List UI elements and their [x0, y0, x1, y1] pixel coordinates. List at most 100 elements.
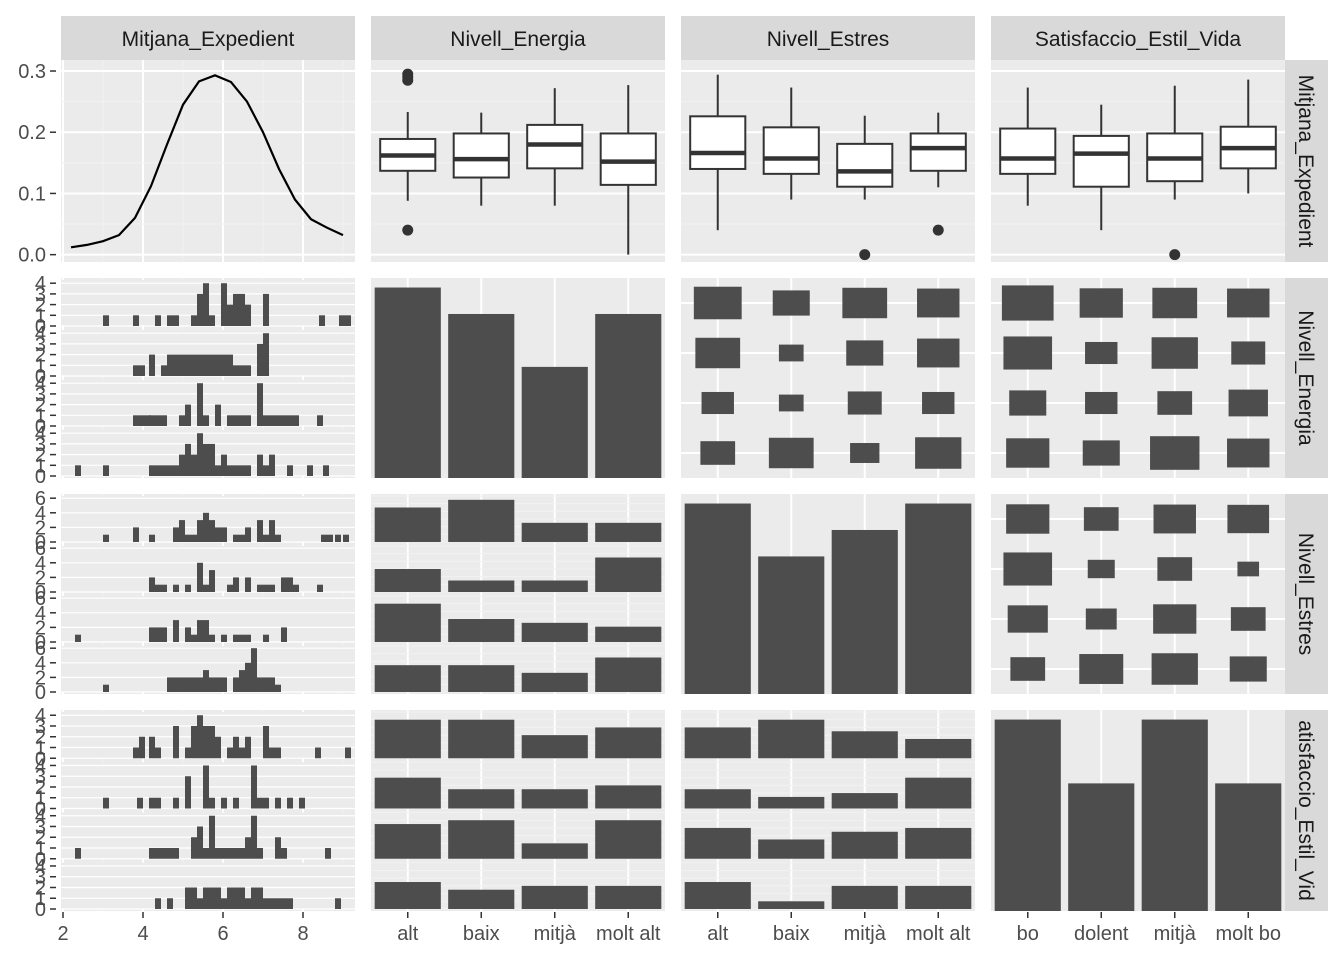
facet-bar-Nivell_Estres-baix-alt	[374, 569, 441, 592]
x-tick-label: baix	[773, 923, 810, 945]
hist-bar-Satisfaccio_Estil_Vida-molt bo	[281, 898, 287, 909]
hist-tick-label: 6	[35, 638, 46, 660]
hist-bar-Nivell_Estres-mitjà	[245, 634, 251, 642]
facet-bar-Satisfaccio_Estil_Vida-bo-molt alt	[905, 738, 972, 759]
hist-bar-Satisfaccio_Estil_Vida-molt bo	[203, 887, 209, 909]
hist-tick-label: 2	[35, 517, 46, 539]
facet-bar-Satisfaccio_Estil_Vida-mitjà-molt alt	[595, 820, 662, 859]
hist-tick-label: 2	[35, 777, 46, 799]
hist-tick-label: 3	[35, 334, 46, 356]
box-Nivell_Energia-molt alt	[599, 132, 657, 186]
count-bar-Satisfaccio_Estil_Vida-molt bo	[1215, 783, 1282, 911]
mosaic-tile-Nivell_Energia-alt-Satisfaccio_Estil_Vida-dolent	[1079, 288, 1123, 318]
hist-tick-label: 2	[35, 295, 46, 317]
count-bar-Nivell_Energia-baix	[448, 313, 515, 478]
hist-tick-label: 0	[35, 799, 46, 821]
hist-bar-Nivell_Energia-alt	[239, 293, 245, 326]
hist-bar-Nivell_Energia-alt	[209, 315, 215, 326]
facet-bar-Nivell_Estres-mitjà-alt	[374, 603, 441, 642]
hist-bar-Nivell_Estres-molt alt	[245, 662, 251, 692]
hist-bar-Nivell_Estres-baix	[263, 584, 269, 592]
hist-bar-Nivell_Estres-alt	[327, 534, 333, 542]
hist-bar-Satisfaccio_Estil_Vida-mitjà	[221, 847, 227, 859]
box-Satisfaccio_Estil_Vida-dolent	[1072, 134, 1130, 188]
hist-bar-Satisfaccio_Estil_Vida-mitjà	[173, 847, 179, 859]
hist-bar-Nivell_Energia-molt alt	[161, 465, 167, 476]
x-tick-label: molt alt	[906, 923, 971, 945]
hist-tick-label: 4	[35, 755, 46, 777]
hist-bar-Satisfaccio_Estil_Vida-dolent	[209, 797, 215, 809]
column-strip-0	[61, 16, 355, 60]
hist-bar-Nivell_Estres-baix	[197, 562, 203, 592]
hist-bar-Nivell_Estres-mitjà	[191, 634, 197, 642]
hist-bar-Satisfaccio_Estil_Vida-molt bo	[209, 887, 215, 909]
mosaic-tile-Nivell_Energia-alt-Satisfaccio_Estil_Vida-mitjà	[1152, 287, 1198, 319]
hist-bar-Satisfaccio_Estil_Vida-bo	[209, 725, 215, 759]
x-tick-label: 8	[297, 923, 308, 945]
hist-tick-label: 6	[35, 488, 46, 510]
hist-bar-Satisfaccio_Estil_Vida-bo	[191, 725, 197, 759]
hist-bar-Satisfaccio_Estil_Vida-molt bo	[197, 898, 203, 909]
facet-bar-Nivell_Estres-mitjà-baix	[448, 619, 515, 642]
hist-bar-Nivell_Energia-alt	[173, 315, 179, 326]
mosaic-tile-Nivell_Estres-baix-Satisfaccio_Estil_Vida-bo	[1003, 552, 1053, 586]
y-tick-label: 0.3	[18, 61, 46, 83]
mosaic-tile-Nivell_Energia-mitjà-Satisfaccio_Estil_Vida-molt bo	[1228, 389, 1268, 417]
facet-bar-Satisfaccio_Estil_Vida-molt bo-alt	[374, 882, 441, 909]
x-tick-label: alt	[707, 923, 729, 945]
hist-bar-Nivell_Energia-molt alt	[197, 433, 203, 476]
mosaic-tile-Nivell_Energia-alt-Nivell_Estres-baix	[772, 290, 810, 316]
hist-bar-Nivell_Energia-molt alt	[149, 465, 155, 476]
mosaic-tile-Nivell_Estres-alt-Satisfaccio_Estil_Vida-dolent	[1083, 507, 1119, 531]
column-strip-label-2: Nivell_Estres	[767, 28, 890, 51]
column-strip-label-3: Satisfaccio_Estil_Vida	[1035, 28, 1242, 51]
column-strip-1	[371, 16, 665, 60]
facet-bar-Nivell_Estres-mitjà-mitjà	[521, 622, 588, 642]
hist-tick-label: 2	[35, 617, 46, 639]
hist-bar-Nivell_Estres-mitjà	[233, 634, 239, 642]
hist-bar-Nivell_Energia-alt	[319, 315, 325, 326]
hist-bar-Nivell_Energia-molt alt	[179, 454, 185, 476]
hist-tick-label: 1	[35, 305, 46, 327]
hist-tick-label: 2	[35, 345, 46, 367]
hist-bar-Nivell_Energia-mitjà	[257, 383, 263, 426]
facet-bar-Satisfaccio_Estil_Vida-molt bo-alt	[684, 882, 751, 909]
count-bar-Nivell_Estres-molt alt	[905, 503, 972, 694]
hist-tick-label: 1	[35, 788, 46, 810]
hist-bar-Satisfaccio_Estil_Vida-molt bo	[191, 887, 197, 909]
mosaic-tile-Nivell_Estres-baix-Satisfaccio_Estil_Vida-mitjà	[1157, 557, 1193, 581]
hist-bar-Nivell_Energia-mitjà	[233, 415, 239, 426]
hist-bar-Nivell_Energia-mitjà	[139, 415, 145, 426]
hist-bar-Nivell_Energia-baix	[215, 354, 221, 376]
hist-bar-Nivell_Energia-baix	[179, 354, 185, 376]
hist-bar-Nivell_Energia-alt	[203, 283, 209, 326]
row-strip-1	[1285, 278, 1328, 478]
hist-tick-label: 1	[35, 405, 46, 427]
hist-tick-label: 2	[35, 567, 46, 589]
row-strip-label-3: atisfaccio_Estil_Vid	[1294, 720, 1317, 901]
facet-bar-Nivell_Estres-alt-alt	[374, 507, 441, 542]
hist-bar-Satisfaccio_Estil_Vida-mitjà	[233, 847, 239, 859]
mosaic-tile-Nivell_Energia-molt alt-Satisfaccio_Estil_Vida-bo	[1006, 438, 1050, 468]
hist-bar-Nivell_Estres-molt alt	[197, 677, 203, 692]
hist-bar-Satisfaccio_Estil_Vida-molt bo	[335, 898, 341, 909]
hist-bar-Nivell_Estres-alt	[335, 534, 341, 542]
hist-bar-Satisfaccio_Estil_Vida-mitjà	[197, 826, 203, 859]
facet-bar-Satisfaccio_Estil_Vida-dolent-mitjà	[521, 789, 588, 809]
hist-bar-Nivell_Estres-mitjà	[149, 627, 155, 642]
hist-tick-label: 2	[35, 445, 46, 467]
hist-bar-Nivell_Estres-alt	[263, 534, 269, 542]
hist-bar-Nivell_Estres-alt	[215, 527, 221, 542]
hist-bar-Nivell_Energia-molt alt	[167, 465, 173, 476]
hist-bar-Nivell_Estres-alt	[221, 527, 227, 542]
x-tick-label: 2	[57, 923, 68, 945]
hist-bar-Nivell_Estres-baix	[233, 577, 239, 592]
hist-tick-label: 1	[35, 888, 46, 910]
hist-bar-Nivell_Energia-molt alt	[233, 465, 239, 476]
mosaic-tile-Nivell_Energia-baix-Nivell_Estres-alt	[695, 337, 741, 369]
hist-bar-Nivell_Energia-molt alt	[203, 443, 209, 476]
hist-bar-Nivell_Estres-baix	[293, 584, 299, 592]
hist-bar-Satisfaccio_Estil_Vida-bo	[215, 736, 221, 759]
hist-bar-Nivell_Energia-baix	[133, 365, 139, 376]
facet-bar-Satisfaccio_Estil_Vida-bo-baix	[758, 719, 825, 759]
